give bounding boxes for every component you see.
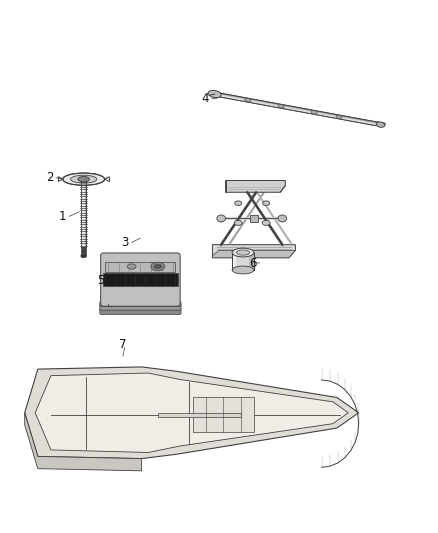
Ellipse shape xyxy=(81,254,86,258)
Ellipse shape xyxy=(217,215,226,222)
Ellipse shape xyxy=(71,175,97,183)
Polygon shape xyxy=(25,413,141,471)
Text: 7: 7 xyxy=(119,338,127,351)
Polygon shape xyxy=(209,94,378,126)
Ellipse shape xyxy=(235,201,242,205)
Bar xyxy=(82,179,85,181)
Ellipse shape xyxy=(232,248,254,257)
Bar xyxy=(81,181,82,247)
Polygon shape xyxy=(226,181,286,192)
Ellipse shape xyxy=(78,176,89,182)
Ellipse shape xyxy=(208,91,221,98)
Ellipse shape xyxy=(237,250,250,255)
Polygon shape xyxy=(35,373,348,453)
Bar xyxy=(81,247,86,255)
Ellipse shape xyxy=(63,173,105,185)
Text: 6: 6 xyxy=(249,256,257,270)
Ellipse shape xyxy=(278,215,287,222)
Ellipse shape xyxy=(153,264,162,269)
Bar xyxy=(232,253,254,270)
Ellipse shape xyxy=(127,264,136,269)
Polygon shape xyxy=(216,93,386,124)
Polygon shape xyxy=(158,413,241,417)
FancyBboxPatch shape xyxy=(100,308,181,314)
Bar xyxy=(103,273,177,286)
Polygon shape xyxy=(212,245,295,258)
Text: 5: 5 xyxy=(97,274,105,287)
Polygon shape xyxy=(25,367,359,458)
Bar xyxy=(106,262,175,272)
Bar xyxy=(250,215,258,222)
Bar xyxy=(85,181,86,247)
Ellipse shape xyxy=(262,220,270,225)
Text: 2: 2 xyxy=(46,172,53,184)
Ellipse shape xyxy=(278,104,284,108)
Ellipse shape xyxy=(234,220,242,225)
Ellipse shape xyxy=(336,115,342,119)
Ellipse shape xyxy=(151,262,165,271)
Polygon shape xyxy=(193,398,254,432)
Bar xyxy=(232,253,237,270)
Bar xyxy=(249,253,254,270)
Polygon shape xyxy=(212,251,295,258)
Text: 3: 3 xyxy=(121,236,129,249)
Ellipse shape xyxy=(232,266,254,274)
Bar xyxy=(81,181,86,247)
FancyBboxPatch shape xyxy=(101,253,180,306)
Polygon shape xyxy=(209,93,386,126)
Ellipse shape xyxy=(245,99,251,102)
Text: 1: 1 xyxy=(59,210,67,223)
Ellipse shape xyxy=(376,122,385,127)
Ellipse shape xyxy=(311,110,317,114)
Ellipse shape xyxy=(263,201,270,205)
FancyBboxPatch shape xyxy=(100,302,181,306)
FancyBboxPatch shape xyxy=(100,304,181,310)
Text: 4: 4 xyxy=(201,92,209,106)
